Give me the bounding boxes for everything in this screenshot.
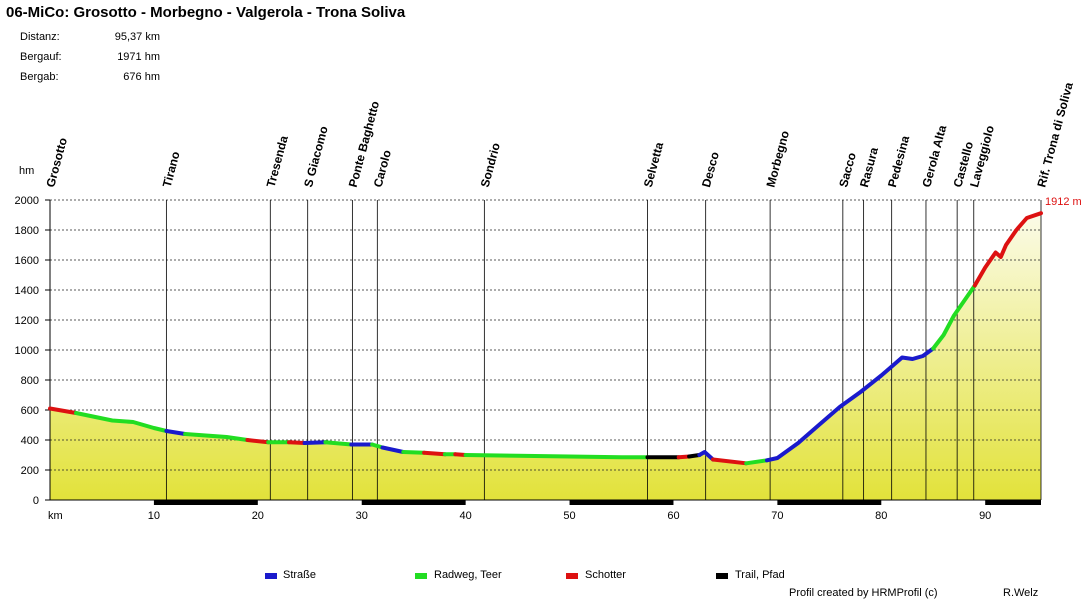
place-label: Carolo (371, 148, 394, 188)
place-label: Sondrio (478, 141, 503, 188)
km-band (569, 500, 674, 505)
legend-swatch-radweg (415, 573, 427, 579)
x-tick-label: 50 (563, 510, 575, 522)
footer-credit: Profil created by HRMProfil (c) (789, 587, 938, 599)
profile-segment (401, 450, 427, 455)
ascent-label: Bergauf: (20, 51, 62, 63)
place-label: Desco (699, 150, 722, 188)
profile-segment (931, 283, 977, 351)
legend-label-schotter: Schotter (585, 569, 626, 581)
x-tick-label: 40 (460, 510, 472, 522)
ascent-value: 1971 hm (117, 51, 160, 63)
profile-segment (245, 438, 271, 445)
y-tick-label: 1400 (15, 285, 39, 297)
end-elevation-label: 1912 m (1045, 196, 1082, 208)
x-tick-label: 30 (356, 510, 368, 522)
descent-value: 676 hm (123, 71, 160, 83)
legend-label-trail: Trail, Pfad (735, 569, 785, 581)
profile-segment (287, 440, 307, 445)
y-tick-label: 200 (21, 465, 39, 477)
footer-author: R.Welz (1003, 587, 1039, 599)
y-tick-label: 800 (21, 375, 39, 387)
profile-segment (422, 450, 447, 457)
profile-segment (697, 450, 715, 462)
profile-segment (164, 429, 188, 436)
x-tick-label: 20 (252, 510, 264, 522)
place-label: Grosotto (43, 136, 70, 189)
km-band (985, 500, 1041, 505)
y-tick-label: 2000 (15, 195, 39, 207)
x-tick-label: 80 (875, 510, 887, 522)
place-label: Tirano (160, 150, 183, 189)
y-tick-label: 600 (21, 405, 39, 417)
y-tick-label: 0 (33, 495, 39, 507)
legend-swatch-trail (716, 573, 728, 579)
km-band (361, 500, 466, 505)
place-label: Sacco (836, 151, 859, 189)
profile-segment (74, 411, 169, 433)
profile-segment (744, 458, 769, 466)
place-label: Tresenda (264, 134, 291, 189)
legend-label-radweg: Radweg, Teer (434, 569, 502, 581)
profile-title: 06-MiCo: Grosotto - Morbegno - Valgerola… (6, 4, 406, 21)
distance-value: 95,37 km (114, 31, 160, 43)
place-label: Pedesina (885, 134, 912, 189)
x-tick-label: 10 (148, 510, 160, 522)
y-tick-label: 400 (21, 435, 39, 447)
place-label: Rif. Trona di Soliva (1034, 81, 1076, 189)
legend-swatch-schotter (566, 573, 578, 579)
legend-swatch-strasse (265, 573, 277, 579)
distance-label: Distanz: (20, 31, 60, 43)
place-label: S Giacomo (301, 125, 331, 189)
profile-segment (972, 211, 1043, 288)
y-tick-label: 1000 (15, 345, 39, 357)
profile-segment (302, 440, 328, 445)
km-band (777, 500, 882, 505)
profile-segment (711, 457, 749, 466)
x-axis-label: km (48, 510, 63, 522)
x-tick-label: 60 (667, 510, 679, 522)
place-label: Gerola Alta (919, 123, 949, 188)
y-tick-label: 1600 (15, 255, 39, 267)
legend-label-strasse: Straße (283, 569, 317, 581)
profile-segment (765, 346, 936, 463)
profile-segment (48, 406, 78, 415)
place-label: Selvetta (641, 140, 667, 188)
km-band (153, 500, 258, 505)
profile-segment (183, 432, 250, 442)
profile-segment (380, 445, 406, 454)
profile-segment (323, 440, 354, 447)
x-tick-label: 90 (979, 510, 991, 522)
y-tick-label: 1200 (15, 315, 39, 327)
place-label: Morbegno (763, 129, 792, 189)
descent-label: Bergab: (20, 71, 59, 83)
x-tick-label: 70 (771, 510, 783, 522)
place-label: Rasura (857, 146, 881, 189)
y-tick-label: 1800 (15, 225, 39, 237)
y-axis-label: hm (19, 165, 34, 177)
profile-segment (463, 453, 650, 460)
profile-fill (50, 213, 1041, 500)
